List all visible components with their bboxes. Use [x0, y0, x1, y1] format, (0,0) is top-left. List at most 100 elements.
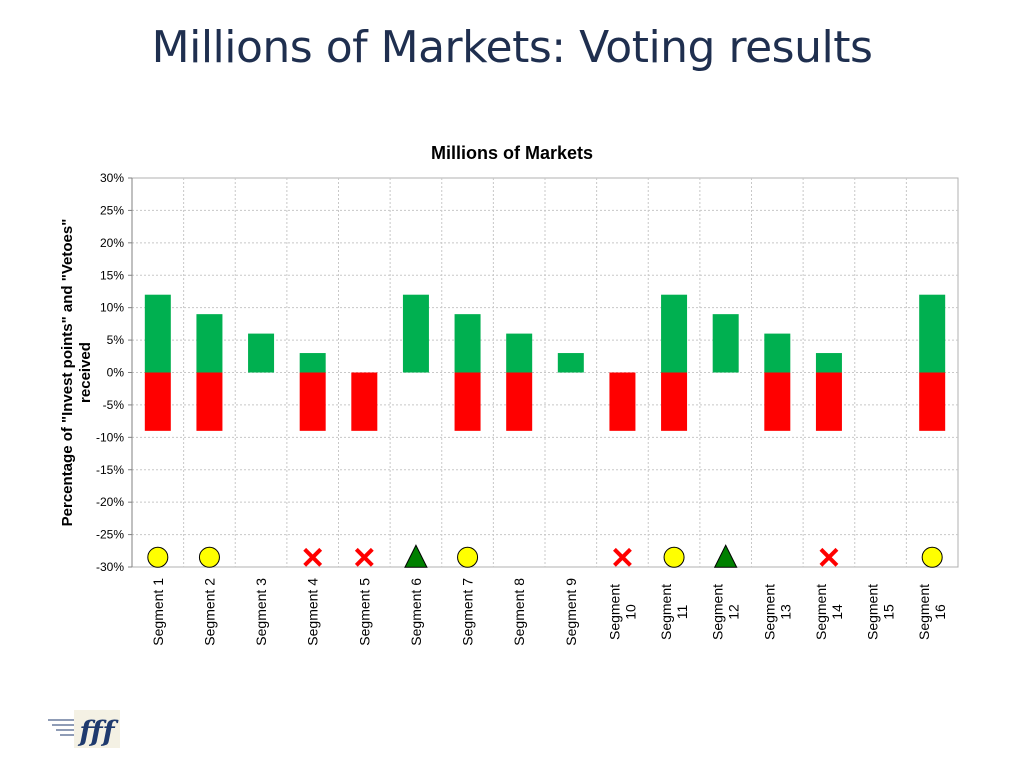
x-tick-label: Segment 2 — [201, 578, 217, 646]
logo-speed-lines — [48, 719, 78, 736]
x-tick-label-line: 12 — [726, 604, 742, 620]
x-tick-label: Segment 15 — [865, 584, 897, 640]
triangle-marker — [404, 544, 428, 568]
y-tick-label: 5% — [107, 333, 125, 347]
veto-bar — [506, 372, 533, 431]
y-axis-label-line: received — [77, 342, 94, 403]
veto-bar — [144, 372, 171, 431]
cross-stroke — [819, 547, 839, 567]
x-tick-label: Segment 12 — [710, 584, 742, 640]
invest-bar — [815, 353, 842, 373]
veto-bar — [196, 372, 223, 431]
invest-bar — [764, 333, 791, 373]
triangle-marker — [713, 544, 738, 568]
x-tick-labels: Segment 1 Segment 2 Segment 3 Segment 4 Segm… — [150, 578, 948, 646]
logo-text: fff — [77, 715, 119, 748]
vote-markers — [147, 544, 943, 568]
x-tick-label-line: Segment 6 — [408, 578, 424, 646]
invest-bar — [402, 294, 429, 373]
chart-title: Millions of Markets — [431, 143, 593, 163]
y-tick-label: 20% — [100, 236, 124, 250]
x-tick-label: Segment 16 — [916, 584, 948, 640]
veto-bar — [609, 372, 636, 431]
x-tick-label-line: Segment 9 — [563, 578, 579, 646]
y-tick-label: -20% — [96, 495, 124, 509]
invest-bar — [661, 294, 688, 373]
circle-marker — [663, 546, 685, 568]
x-tick-label-line: 13 — [777, 604, 793, 620]
x-tick-label-line: Segment — [865, 584, 881, 640]
y-tick-labels: 30% 25% 20% 15% 10% 5% 0% -5% -10% -15% -20% -25% -3… — [96, 171, 124, 574]
slide-title: Millions of Markets: Voting results — [151, 22, 873, 73]
x-tick-label-line: 10 — [622, 604, 638, 620]
x-tick-label-line: 16 — [932, 604, 948, 620]
veto-bar — [815, 372, 842, 431]
x-tick-label-line: Segment 5 — [356, 578, 372, 646]
invest-bar — [712, 314, 739, 373]
invest-bar — [248, 333, 275, 373]
invest-bar — [557, 353, 584, 373]
x-tick-label-line: Segment 2 — [201, 578, 217, 646]
y-tick-label: 25% — [100, 203, 124, 217]
circle-marker — [198, 546, 220, 568]
veto-bar — [919, 372, 946, 431]
cross-stroke — [613, 547, 632, 567]
x-tick-label-line: Segment — [813, 584, 829, 640]
invest-bar — [144, 294, 171, 373]
logo-box — [74, 710, 120, 748]
x-tick-label-line: Segment 4 — [305, 578, 321, 646]
circle-marker — [457, 546, 479, 568]
circle-marker — [147, 546, 169, 568]
company-logo: fff — [48, 710, 120, 748]
x-tick-label: Segment 4 — [305, 578, 321, 646]
x-tick-label-line: 14 — [829, 604, 845, 620]
cross-marker — [354, 547, 374, 567]
x-tick-label-line: Segment — [710, 584, 726, 640]
x-tick-label-line: 15 — [881, 604, 897, 620]
y-tick-label: 10% — [100, 301, 124, 315]
cross-marker — [303, 547, 323, 567]
y-tick-label: -10% — [96, 430, 124, 444]
invest-bar — [454, 314, 481, 373]
x-tick-label: Segment 1 — [150, 578, 166, 646]
x-tick-label-line: Segment 3 — [253, 578, 269, 646]
veto-bar — [454, 372, 481, 431]
invest-bar — [919, 294, 946, 373]
x-tick-label-line: Segment — [916, 584, 932, 640]
x-tick-label-line: Segment 8 — [511, 578, 527, 646]
circle-marker — [921, 546, 943, 568]
cross-marker — [613, 547, 632, 567]
y-axis-label-line: Percentage of "Invest points" and "Vetoe… — [59, 219, 76, 527]
invest-bar — [196, 314, 223, 373]
cross-stroke — [303, 547, 323, 567]
x-tick-label: Segment 7 — [460, 578, 476, 646]
invest-bar — [299, 353, 326, 373]
y-tick-label: 30% — [100, 171, 124, 185]
x-tick-label-line: Segment 7 — [460, 578, 476, 646]
x-tick-label: Segment 6 — [408, 578, 424, 646]
y-tick-label: -30% — [96, 560, 124, 574]
cross-marker — [819, 547, 839, 567]
y-tick-label: 15% — [100, 268, 124, 282]
x-tick-label: Segment 3 — [253, 578, 269, 646]
cross-stroke — [354, 547, 374, 567]
invest-bar — [506, 333, 533, 373]
x-tick-label: Segment 14 — [813, 584, 845, 640]
x-tick-label-line: Segment — [761, 584, 777, 640]
veto-bar — [764, 372, 791, 431]
x-tick-label: Segment 10 — [606, 584, 638, 640]
y-tick-label: -25% — [96, 528, 124, 542]
x-tick-label: Segment 8 — [511, 578, 527, 646]
x-tick-label: Segment 11 — [658, 584, 690, 640]
x-tick-label: Segment 13 — [761, 584, 793, 640]
y-tick-label: -15% — [96, 463, 124, 477]
veto-bar — [351, 372, 378, 431]
x-tick-label-line: 11 — [674, 605, 690, 620]
x-tick-label-line: Segment — [658, 584, 674, 640]
y-tick-label: -5% — [103, 398, 125, 412]
veto-bar — [299, 372, 326, 431]
y-axis-label-text: Percentage of "Invest points" and "Vetoe… — [59, 219, 94, 527]
x-tick-label-line: Segment — [606, 584, 622, 640]
x-tick-label-line: Segment 1 — [150, 578, 166, 646]
